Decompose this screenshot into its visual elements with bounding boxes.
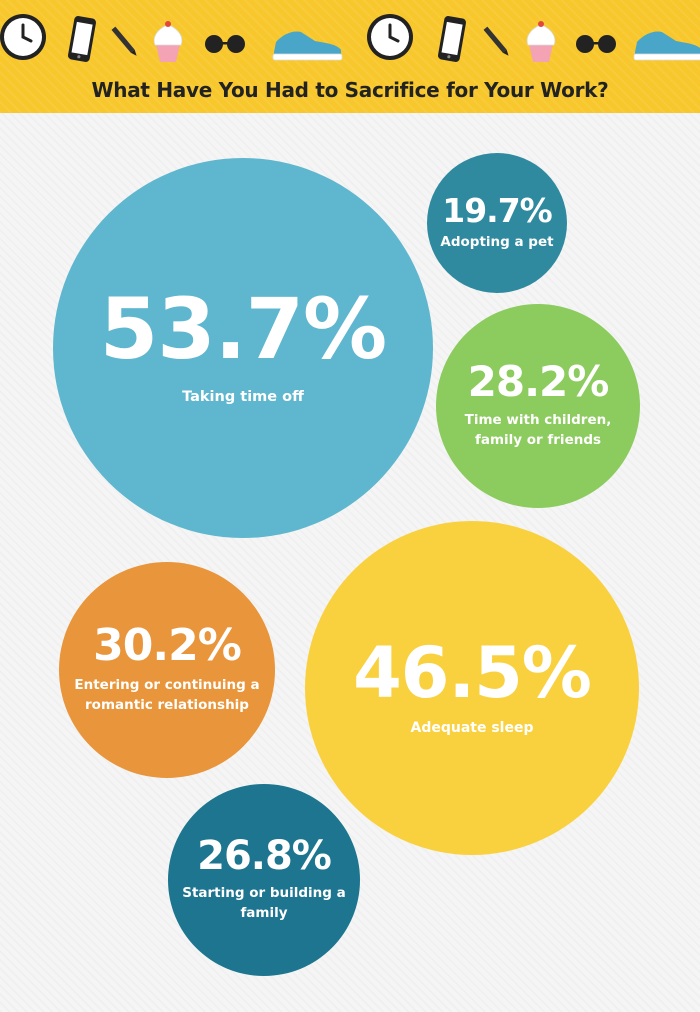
bubble-taking-time-off: 53.7% Taking time off [53,158,433,538]
bubble-value-label: 19.7% [442,190,552,230]
sunglasses-icon [205,35,245,53]
bubble-category-label: Entering or continuing a romantic relati… [74,677,260,713]
bubble-value-label: 28.2% [467,357,610,407]
chart-title: What Have You Had to Sacrifice for Your … [91,78,609,102]
header-banner: What Have You Had to Sacrifice for Your … [0,0,700,113]
cupcake-icon [526,21,556,62]
icon-strip [0,14,700,62]
bubble-adopting-a-pet: 19.7% Adopting a pet [427,153,567,293]
bubble-value-label: 26.8% [197,833,332,880]
bubble-value-label: 53.7% [99,280,387,379]
smartphone-icon [67,16,97,62]
bubble-adequate-sleep: 46.5% Adequate sleep [305,521,639,855]
bubble-starting-a-family: 26.8% Starting or building a family [168,784,360,976]
sneaker-icon [633,31,700,61]
sneaker-icon [272,31,343,61]
bubble-category-label: Adopting a pet [440,233,554,250]
bubble-romantic-relationship: 30.2% Entering or continuing a romantic r… [59,562,275,778]
clock-icon [367,14,413,60]
smartphone-icon [437,16,467,62]
bubble-time-with-family: 28.2% Time with children, family or frien… [436,304,640,508]
pencil-icon [111,26,137,56]
bubble-category-label: Adequate sleep [410,719,534,736]
clock-icon [0,14,46,60]
bubble-category-label: Starting or building a family [182,885,346,921]
bubble-value-label: 30.2% [93,620,242,672]
pencil-icon [483,26,509,56]
bubble-value-label: 46.5% [353,631,592,714]
bubble-category-label: Time with children, family or friends [464,412,612,448]
sunglasses-icon [576,35,616,53]
bubble-category-label: Taking time off [182,389,304,406]
cupcake-icon [153,21,183,62]
